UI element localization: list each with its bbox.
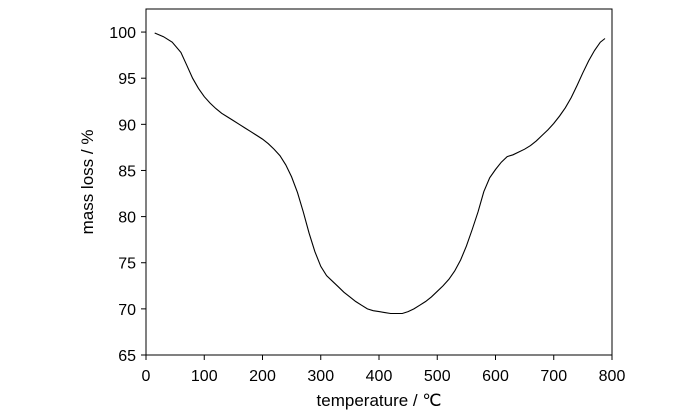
x-tick-label: 100 <box>191 368 218 385</box>
y-tick-label: 95 <box>118 71 136 88</box>
x-tick-label: 400 <box>366 368 393 385</box>
y-tick-label: 75 <box>118 256 136 273</box>
x-tick-label: 500 <box>424 368 451 385</box>
y-tick-label: 90 <box>118 117 136 134</box>
x-tick-label: 0 <box>142 368 151 385</box>
y-axis-label: mass loss / % <box>78 130 97 235</box>
y-tick-label: 100 <box>109 25 136 42</box>
x-tick-label: 700 <box>540 368 567 385</box>
y-tick-label: 80 <box>118 210 136 227</box>
ticks-layer: 0 100 200 300 400 500 600 700 800 65 70 75 80 85 90 95 1… <box>109 25 625 385</box>
x-tick-label: 800 <box>599 368 626 385</box>
x-tick-label: 300 <box>307 368 334 385</box>
plot-frame <box>145 8 613 356</box>
x-tick-label: 600 <box>482 368 509 385</box>
y-tick-label: 85 <box>118 163 136 180</box>
mass-loss-curve <box>154 32 606 315</box>
x-axis-label: temperature / ℃ <box>317 391 442 410</box>
x-tick-label: 200 <box>249 368 276 385</box>
y-tick-label: 65 <box>118 348 136 365</box>
y-tick-label: 70 <box>118 302 136 319</box>
